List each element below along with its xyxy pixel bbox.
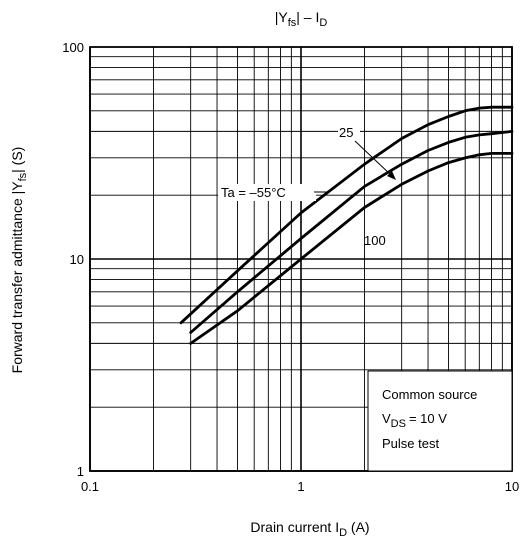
label-bg-25	[338, 124, 360, 140]
series-curve-0	[179, 105, 514, 325]
conditions-box	[367, 370, 513, 472]
condition-common-source: Common source	[382, 387, 477, 402]
series-curve-1	[189, 129, 514, 334]
series-label-25: 25	[339, 125, 353, 140]
x-tick-label: 1	[297, 479, 304, 494]
arrow-head-25	[387, 171, 396, 180]
series-label-ta-minus55: Ta = –55°C	[221, 185, 286, 200]
y-tick-label: 1	[77, 464, 84, 479]
y-tick-label: 100	[62, 40, 84, 55]
plot-frame	[89, 46, 513, 472]
series-curve-2	[189, 151, 514, 345]
arrow-line-25	[354, 140, 393, 177]
x-tick-label: 0.1	[81, 479, 99, 494]
condition-pulse-test: Pulse test	[382, 436, 439, 451]
data-curves	[179, 105, 514, 345]
label-bg-ta	[218, 184, 316, 201]
x-tick-label: 10	[505, 479, 519, 494]
x-axis-label: Drain current ID (A)	[250, 519, 369, 539]
condition-vds: VDS = 10 V	[382, 411, 447, 430]
y-axis-label: Forward transfer admittance |Yfs| (S)	[9, 147, 29, 374]
chart-title: |Yfs| – ID	[275, 9, 328, 29]
series-label-100: 100	[364, 233, 386, 248]
y-tick-label: 10	[70, 252, 84, 267]
